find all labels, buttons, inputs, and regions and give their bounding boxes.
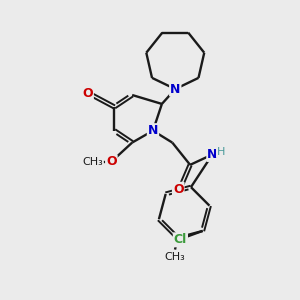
Text: N: N [207, 148, 218, 161]
Text: CH₃: CH₃ [164, 252, 185, 262]
Text: O: O [106, 155, 117, 168]
Text: O: O [82, 87, 93, 100]
Text: N: N [170, 82, 181, 96]
Text: H: H [217, 147, 225, 157]
Text: Cl: Cl [174, 233, 187, 246]
Text: N: N [148, 124, 158, 137]
Text: O: O [173, 183, 184, 196]
Text: CH₃: CH₃ [82, 157, 103, 167]
